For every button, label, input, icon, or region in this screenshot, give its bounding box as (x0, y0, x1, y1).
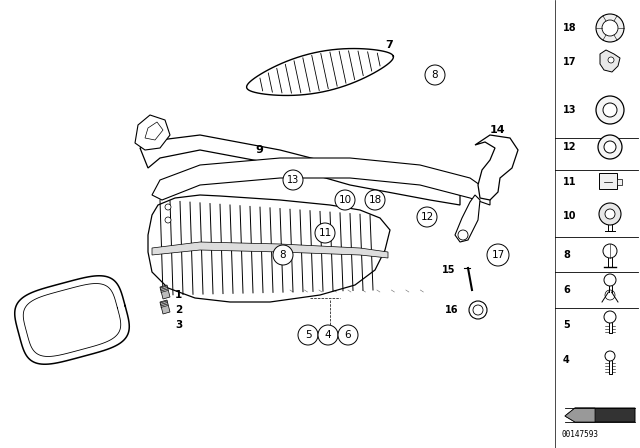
Circle shape (602, 20, 618, 36)
Text: 18: 18 (563, 23, 577, 33)
Circle shape (469, 301, 487, 319)
FancyBboxPatch shape (617, 179, 622, 185)
Text: 8: 8 (280, 250, 286, 260)
Circle shape (603, 244, 617, 258)
Circle shape (458, 230, 468, 240)
Circle shape (596, 96, 624, 124)
Circle shape (605, 290, 615, 300)
Circle shape (604, 311, 616, 323)
Text: 7: 7 (385, 40, 393, 50)
Circle shape (604, 141, 616, 153)
Polygon shape (565, 408, 595, 422)
Polygon shape (152, 242, 388, 258)
Polygon shape (152, 158, 490, 205)
Text: 1: 1 (175, 290, 182, 300)
Polygon shape (160, 300, 170, 314)
Circle shape (273, 245, 293, 265)
Circle shape (605, 209, 615, 219)
Text: 6: 6 (563, 285, 570, 295)
Circle shape (598, 135, 622, 159)
Circle shape (487, 244, 509, 266)
Polygon shape (600, 50, 620, 72)
Circle shape (298, 325, 318, 345)
Circle shape (596, 14, 624, 42)
Text: 5: 5 (305, 330, 311, 340)
Circle shape (165, 217, 171, 223)
Text: 17: 17 (563, 57, 577, 67)
Text: 2: 2 (175, 305, 182, 315)
Circle shape (599, 203, 621, 225)
Text: 12: 12 (420, 212, 434, 222)
Polygon shape (565, 408, 635, 422)
Circle shape (338, 325, 358, 345)
Text: 4: 4 (324, 330, 332, 340)
Circle shape (283, 170, 303, 190)
Text: 11: 11 (563, 177, 577, 187)
Text: 13: 13 (287, 175, 299, 185)
Text: 10: 10 (563, 211, 577, 221)
Circle shape (365, 190, 385, 210)
Text: 10: 10 (339, 195, 351, 205)
Polygon shape (135, 115, 170, 150)
Text: 11: 11 (318, 228, 332, 238)
FancyBboxPatch shape (599, 173, 617, 189)
Text: 18: 18 (369, 195, 381, 205)
Circle shape (315, 223, 335, 243)
Text: 16: 16 (445, 305, 458, 315)
Text: 4: 4 (563, 355, 570, 365)
Circle shape (473, 305, 483, 315)
Circle shape (165, 204, 171, 210)
Text: 8: 8 (563, 250, 570, 260)
Text: 9: 9 (255, 145, 263, 155)
Circle shape (603, 103, 617, 117)
Polygon shape (145, 122, 163, 140)
Text: 00147593: 00147593 (561, 430, 598, 439)
Text: 3: 3 (175, 320, 182, 330)
Text: 5: 5 (563, 320, 570, 330)
Text: 12: 12 (563, 142, 577, 152)
Circle shape (604, 274, 616, 286)
Circle shape (417, 207, 437, 227)
Text: 6: 6 (345, 330, 351, 340)
Polygon shape (140, 135, 460, 205)
Text: 8: 8 (432, 70, 438, 80)
Circle shape (608, 57, 614, 63)
Text: 14: 14 (490, 125, 506, 135)
Circle shape (605, 351, 615, 361)
Circle shape (318, 325, 338, 345)
Text: 15: 15 (442, 265, 455, 275)
Text: 17: 17 (492, 250, 504, 260)
Circle shape (335, 190, 355, 210)
Text: 13: 13 (563, 105, 577, 115)
Polygon shape (160, 285, 170, 299)
Polygon shape (475, 135, 518, 200)
Circle shape (425, 65, 445, 85)
Polygon shape (148, 195, 390, 302)
Polygon shape (455, 195, 480, 242)
